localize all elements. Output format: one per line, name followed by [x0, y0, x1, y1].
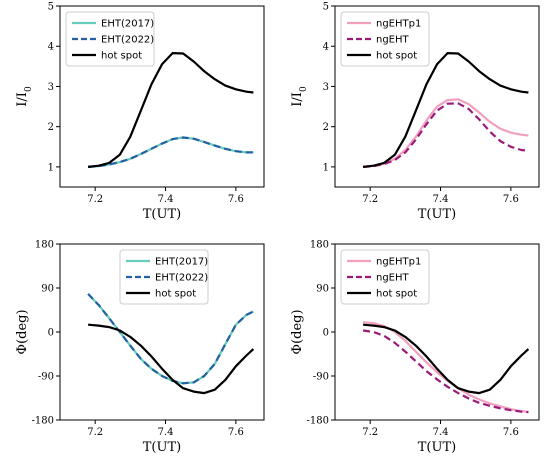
x-tick-label: 7.2	[87, 427, 103, 438]
y-tick-label: 0	[48, 328, 54, 339]
series-line-hot-spot	[88, 323, 255, 395]
x-tick-label: 7.6	[503, 427, 519, 438]
series-line-eht-2017-	[88, 136, 254, 168]
legend-label: ngEHTp1	[376, 257, 421, 268]
y-tick-label: 90	[41, 284, 54, 295]
legend-label: ngEHT	[376, 35, 410, 46]
y-tick-label: 5	[323, 2, 329, 13]
x-axis-label: T(UT)	[143, 440, 181, 455]
legend-label: EHT(2017)	[155, 257, 208, 268]
legend-label: EHT(2022)	[101, 35, 154, 46]
y-tick-label: 4	[323, 42, 329, 53]
series-line-eht-2022-	[87, 293, 254, 385]
legend-label: hot spot	[155, 289, 196, 300]
chart-panel-bottom-right: -180 -90 0 90 180 7.2 7.4 7.6 T(UT) Φ(deg) ngEHTp1…	[290, 240, 540, 455]
legend: EHT(2017) EHT(2022) hot spot	[65, 11, 155, 67]
legend-label: hot spot	[101, 51, 142, 62]
chart-panel-top-right: 1 2 3 4 5 7.2 7.4 7.6 T(UT) I/I0 ngEHTp1 ngEHT hot s…	[290, 2, 540, 222]
x-tick-label: 7.2	[362, 194, 378, 205]
series-line-ngeht	[362, 329, 529, 414]
y-tick-label: -90	[313, 372, 329, 383]
x-tick-label: 7.4	[433, 427, 449, 438]
legend-label: EHT(2022)	[155, 273, 208, 284]
y-tick-label: -180	[307, 416, 329, 427]
legend-label: ngEHT	[376, 273, 410, 284]
y-axis-label-subscript: 0	[24, 86, 34, 92]
legend-label: EHT(2017)	[101, 19, 154, 30]
y-tick-label: -90	[38, 372, 54, 383]
x-axis-label: T(UT)	[143, 207, 181, 222]
y-tick-label: -180	[32, 416, 54, 427]
y-tick-label: 0	[323, 328, 329, 339]
legend-label: ngEHTp1	[376, 19, 421, 30]
series-line-hot-spot	[362, 51, 529, 168]
y-axis-label-subscript: 0	[299, 86, 309, 92]
y-axis-label: I/I0	[15, 86, 34, 107]
x-tick-label: 7.4	[158, 427, 174, 438]
y-tick-label: 4	[48, 42, 54, 53]
y-tick-label: 3	[48, 82, 54, 93]
legend-box	[65, 11, 155, 67]
series-line-hot-spot	[87, 51, 254, 168]
y-axis-label: Φ(deg)	[15, 309, 30, 354]
plot-frame	[59, 5, 265, 188]
y-tick-label: 2	[323, 122, 329, 133]
x-tick-label: 7.4	[433, 194, 449, 205]
x-tick-label: 7.2	[87, 194, 103, 205]
legend: ngEHTp1 ngEHT hot spot	[340, 11, 430, 67]
chart-panel-top-left: 1 2 3 4 5 7.2 7.4 7.6 T(UT) I/I0 EHT(2017) EHT(2022…	[15, 2, 265, 222]
x-tick-label: 7.6	[228, 427, 244, 438]
y-axis-label: I/I0	[290, 86, 309, 107]
x-axis-label: T(UT)	[418, 440, 456, 455]
y-tick-label: 2	[48, 122, 54, 133]
series-line-eht-2022-	[88, 136, 254, 168]
y-tick-label: 180	[35, 240, 54, 251]
x-tick-label: 7.6	[228, 194, 244, 205]
y-tick-label: 1	[323, 162, 329, 173]
y-tick-label: 3	[323, 82, 329, 93]
chart-panel-bottom-left: -180 -90 0 90 180 7.2 7.4 7.6 T(UT) Φ(deg) EHT(201…	[15, 240, 265, 455]
legend: ngEHTp1 ngEHT hot spot	[340, 249, 430, 305]
legend-label: hot spot	[376, 289, 417, 300]
series-line-hot-spot	[363, 323, 530, 395]
plot-frame	[334, 5, 540, 188]
y-axis-label: Φ(deg)	[290, 309, 305, 354]
y-tick-label: 90	[316, 284, 329, 295]
legend-box	[340, 11, 430, 67]
x-tick-label: 7.2	[362, 427, 378, 438]
x-axis-label: T(UT)	[418, 207, 456, 222]
y-tick-label: 1	[48, 162, 54, 173]
x-tick-label: 7.4	[158, 194, 174, 205]
legend: EHT(2017) EHT(2022) hot spot	[119, 249, 209, 305]
y-tick-label: 5	[48, 2, 54, 13]
series-line-ngeht	[363, 102, 529, 168]
x-tick-label: 7.6	[503, 194, 519, 205]
series-line-ngehtp1	[362, 98, 529, 168]
legend-label: hot spot	[376, 51, 417, 62]
y-tick-label: 180	[310, 240, 329, 251]
legend-box	[340, 249, 430, 305]
legend-box	[119, 249, 209, 305]
series-line-ngehtp1	[362, 321, 529, 413]
